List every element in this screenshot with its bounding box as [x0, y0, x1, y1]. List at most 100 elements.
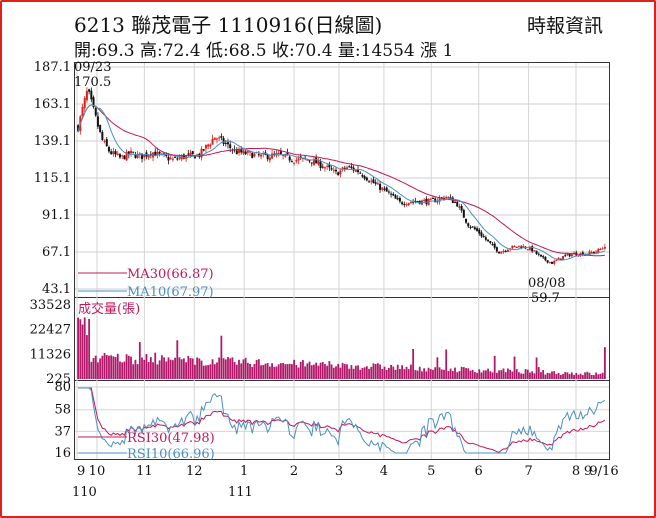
- candle-body: [359, 172, 362, 174]
- volume-bar: [264, 363, 267, 379]
- candle-body: [165, 155, 168, 157]
- candle-body: [489, 241, 492, 244]
- candle-body: [138, 153, 141, 155]
- candle-body: [94, 107, 97, 116]
- volume-bar: [213, 364, 216, 379]
- volume-bar: [99, 358, 102, 379]
- volume-title: 成交量(張): [78, 301, 140, 317]
- candle-body: [484, 237, 487, 240]
- volume-bar: [372, 363, 375, 379]
- volume-bar: [383, 366, 386, 379]
- candle-body: [482, 235, 485, 238]
- volume-bar: [171, 360, 174, 379]
- volume-bar: [88, 318, 91, 379]
- candle-body: [370, 180, 373, 182]
- candle-body: [222, 138, 225, 144]
- volume-bar: [200, 360, 203, 379]
- candle-body: [315, 157, 318, 164]
- volume-tick-label: 225: [46, 372, 71, 387]
- candle-body: [476, 228, 479, 231]
- candle-body: [156, 151, 159, 155]
- candle-body: [394, 195, 397, 199]
- ma30-line: [77, 104, 605, 257]
- candle-body: [118, 154, 121, 158]
- volume-bar: [288, 363, 291, 379]
- volume-bar: [531, 371, 534, 379]
- candle-body: [374, 182, 377, 184]
- candle-body: [387, 191, 390, 193]
- candle-body: [107, 147, 110, 152]
- candle-body: [310, 162, 313, 164]
- ma10-legend: MA10(67.97): [127, 285, 214, 300]
- candle-body: [559, 258, 562, 260]
- candle-body: [403, 203, 406, 205]
- candle-body: [603, 246, 606, 249]
- price-tick-label: 163.1: [34, 97, 71, 112]
- volume-bar: [211, 359, 214, 379]
- candle-body: [597, 248, 600, 253]
- candle-body: [517, 245, 520, 247]
- candle-body: [390, 193, 393, 195]
- volume-bar: [81, 324, 84, 379]
- volume-bar: [319, 362, 322, 379]
- candle-body: [266, 154, 269, 160]
- volume-bar: [260, 365, 262, 379]
- price-tick-label: 67.1: [42, 245, 71, 260]
- candle-body: [513, 246, 516, 248]
- volume-bar: [469, 370, 472, 379]
- candle-body: [500, 251, 503, 254]
- volume-bar: [427, 367, 430, 379]
- volume-bar: [570, 372, 573, 379]
- volume-bar: [559, 374, 562, 379]
- volume-bar: [297, 367, 300, 379]
- candle-body: [143, 154, 146, 158]
- volume-bar: [354, 365, 357, 379]
- candle-body: [96, 116, 99, 127]
- rsi-tick-label: 58: [54, 403, 71, 418]
- volume-bar: [394, 369, 397, 379]
- volume-bar: [520, 373, 523, 379]
- high-date-label: 09/23: [74, 60, 111, 75]
- volume-bar: [266, 363, 269, 379]
- high-value-label: 170.5: [74, 75, 111, 90]
- volume-bar: [127, 355, 130, 379]
- volume-bar: [518, 372, 520, 379]
- volume-bar: [396, 364, 399, 379]
- candle-body: [414, 200, 417, 202]
- volume-bar: [79, 319, 82, 379]
- candle-body: [187, 153, 190, 155]
- volume-bar: [542, 370, 545, 379]
- volume-bar: [458, 371, 461, 379]
- volume-bar: [592, 375, 595, 379]
- candle-body: [127, 151, 130, 155]
- volume-bar: [445, 349, 448, 379]
- volume-bar: [191, 358, 194, 379]
- x-tick-label: 2: [290, 464, 298, 479]
- candle-body: [458, 206, 461, 208]
- candle-body: [178, 157, 181, 159]
- candle-body: [385, 187, 388, 192]
- candle-body: [295, 159, 298, 162]
- rsi-tick-label: 16: [54, 446, 71, 461]
- rsi-panel: [74, 380, 610, 460]
- volume-bar: [119, 361, 121, 379]
- volume-bar: [130, 356, 132, 379]
- volume-bar: [346, 364, 348, 379]
- volume-bar: [132, 364, 135, 379]
- volume-bar: [189, 358, 192, 379]
- candle-body: [105, 139, 108, 147]
- candle-body: [211, 139, 214, 145]
- volume-bar: [145, 354, 148, 379]
- volume-bar: [273, 366, 276, 379]
- volume-bar: [392, 366, 395, 379]
- volume-bar: [577, 374, 580, 379]
- candle-body: [332, 169, 335, 171]
- candle-body: [398, 197, 401, 202]
- volume-bar: [138, 342, 141, 379]
- candle-body: [418, 200, 421, 204]
- volume-bar: [348, 368, 351, 379]
- candle-body: [515, 246, 518, 248]
- volume-bar: [343, 364, 346, 379]
- volume-bar: [478, 369, 481, 379]
- volume-bar: [595, 372, 597, 379]
